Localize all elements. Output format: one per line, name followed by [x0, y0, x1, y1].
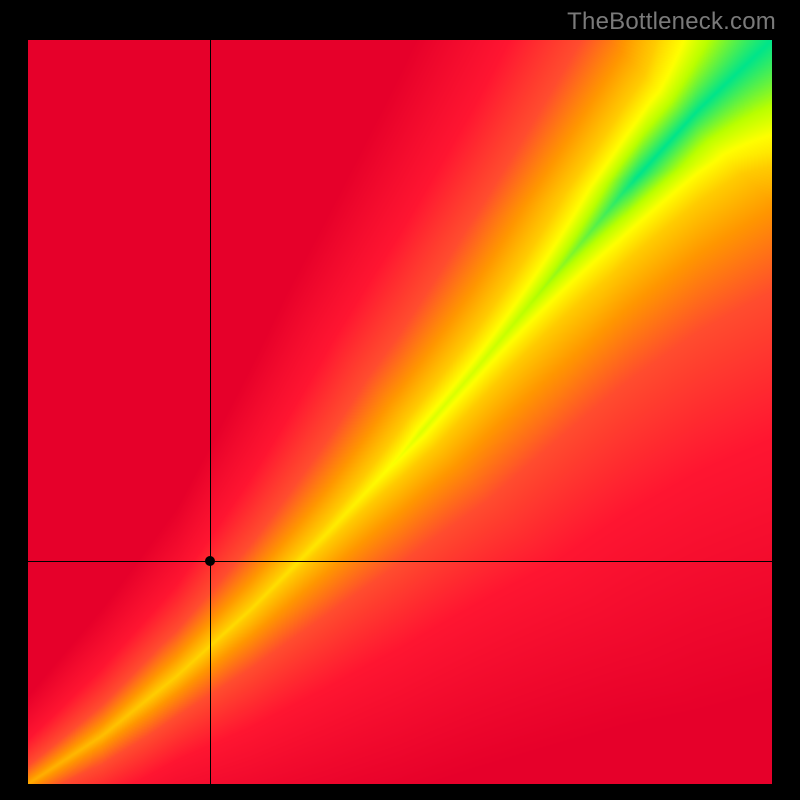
crosshair-marker — [205, 556, 215, 566]
heatmap-canvas — [28, 40, 772, 784]
watermark-text: TheBottleneck.com — [567, 8, 776, 36]
heatmap-plot — [28, 40, 772, 784]
crosshair-horizontal — [28, 561, 772, 562]
crosshair-vertical — [210, 40, 211, 784]
